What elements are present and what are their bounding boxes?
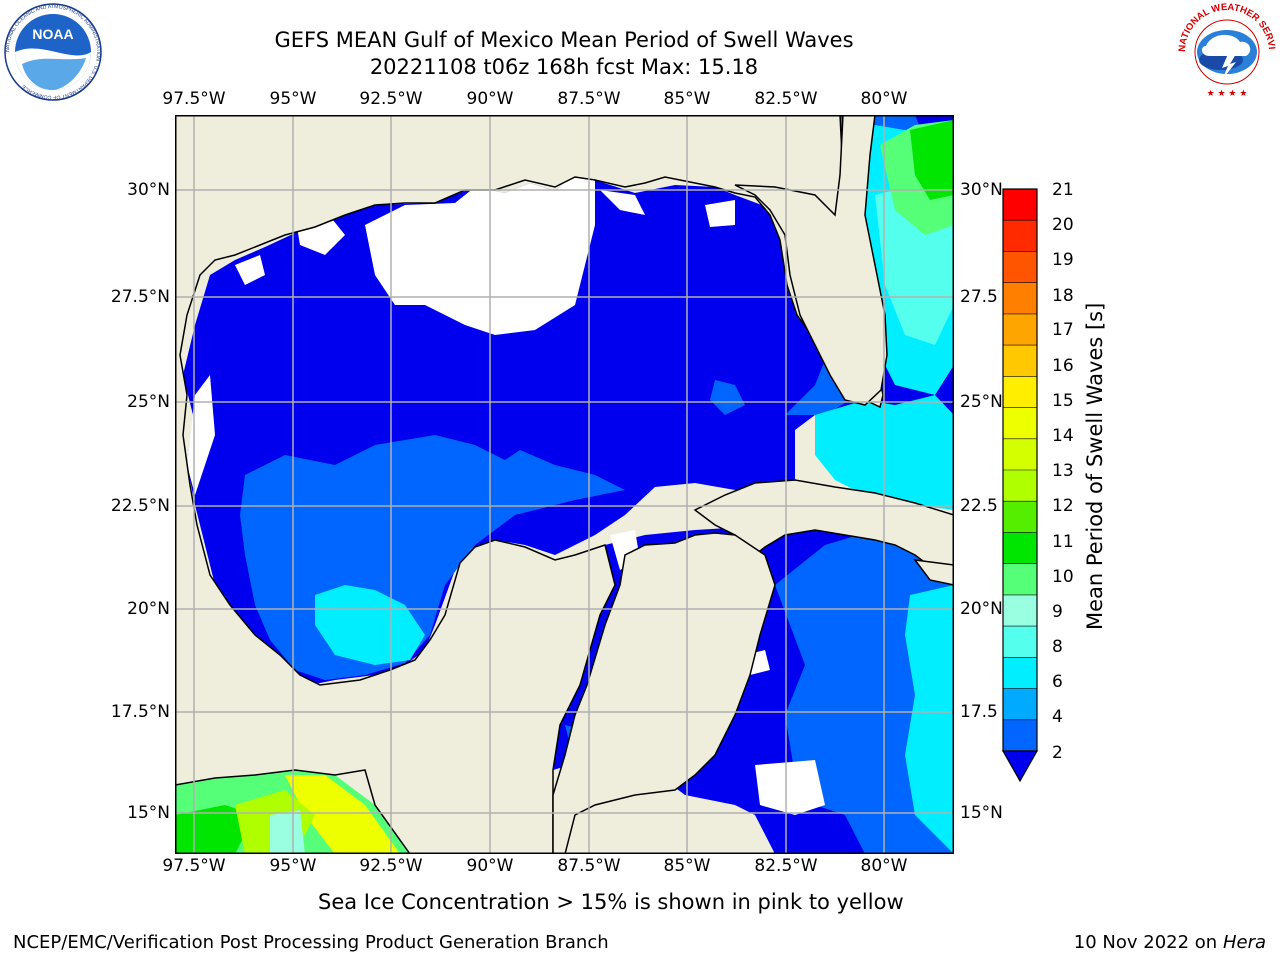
colorbar-band [1003, 313, 1037, 346]
sea-ice-note: Sea Ice Concentration > 15% is shown in … [318, 890, 904, 914]
colorbar-band [1003, 189, 1037, 221]
colorbar-tick: 21 [1052, 180, 1074, 200]
colorbar-tick: 18 [1052, 286, 1074, 306]
map-title: GEFS MEAN Gulf of Mexico Mean Period of … [274, 28, 854, 52]
colorbar-tick: 10 [1052, 567, 1074, 587]
lon-label-top: 85°W [663, 89, 711, 109]
colorbar-band [1003, 470, 1037, 502]
colorbar-band [1003, 376, 1037, 409]
lat-label-left: 22.5°N [110, 496, 170, 516]
lat-label-right: 27.5 [960, 287, 998, 307]
colorbar-band [1003, 220, 1037, 252]
lon-label-bottom: 87.5°W [557, 856, 621, 876]
svg-text:★ ★ ★ ★: ★ ★ ★ ★ [1207, 89, 1248, 99]
pacific-green [175, 805, 255, 854]
nws-logo: NATIONAL WEATHER SERVICE ★ ★ ★ ★ [1176, 2, 1277, 100]
lat-label-left: 27.5°N [110, 287, 170, 307]
colorbar-band [1003, 657, 1037, 690]
lon-label-bottom: 85°W [663, 856, 711, 876]
colorbar-band [1003, 688, 1037, 721]
lon-label-top: 92.5°W [359, 89, 423, 109]
colorbar-tick: 20 [1052, 215, 1074, 235]
no-data-patch [755, 760, 825, 815]
no-data-patch [600, 190, 645, 215]
lat-label-right: 22.5 [960, 496, 998, 516]
lat-label-left: 25°N [127, 392, 170, 412]
colorbar-bands [1003, 189, 1037, 752]
lat-label-left: 20°N [127, 599, 170, 619]
swell-10-11 [910, 120, 954, 200]
lon-label-bottom: 95°W [269, 856, 317, 876]
colorbar-band [1003, 282, 1037, 315]
map-subtitle: 20221108 t06z 168h fcst Max: 15.18 [369, 55, 759, 79]
date-text: 10 Nov 2022 on [1073, 932, 1218, 953]
florida-land [734, 115, 888, 406]
credit-text: NCEP/EMC/Verification Post Processing Pr… [13, 932, 609, 953]
lon-label-bottom: 97.5°W [162, 856, 226, 876]
lon-label-bottom: 80°W [860, 856, 908, 876]
lon-label-bottom: 82.5°W [754, 856, 818, 876]
lon-label-bottom: 92.5°W [359, 856, 423, 876]
colorbar-band [1003, 594, 1037, 627]
colorbar-tick: 13 [1052, 461, 1074, 481]
colorbar-tick: 15 [1052, 391, 1074, 411]
colorbar-band [1003, 407, 1037, 440]
date-stamp: 10 Nov 2022 on Hera [1074, 932, 1266, 953]
colorbar-tick: 14 [1052, 426, 1074, 446]
lat-label-left: 15°N [127, 803, 170, 823]
colorbar-band [1003, 719, 1037, 752]
graticule [175, 115, 954, 854]
lon-label-top: 97.5°W [162, 89, 226, 109]
colorbar-tick: 9 [1052, 602, 1063, 622]
colorbar-tick: 4 [1052, 707, 1063, 727]
colorbar-band [1003, 251, 1037, 284]
lat-label-right: 15°N [960, 803, 1003, 823]
lon-label-top: 95°W [269, 89, 317, 109]
lat-label-right: 25°N [960, 392, 1003, 412]
machine-name: Hera [1222, 932, 1266, 953]
swell-4-6 [315, 585, 425, 665]
lon-label-top: 90°W [466, 89, 514, 109]
colorbar-band [1003, 501, 1037, 533]
noaa-logo-text: NOAA [32, 26, 73, 42]
no-data-patch [235, 255, 265, 285]
noaa-logo: NOAA NATIONAL OCEANIC AND ATMOSPHERIC AD… [4, 3, 102, 101]
colorbar-band [1003, 438, 1037, 471]
lat-label-left: 30°N [127, 180, 170, 200]
map-frame [175, 115, 954, 854]
colorbar-tick: 6 [1052, 672, 1063, 692]
swell-4-6-b [905, 585, 954, 854]
colorbar-band [1003, 563, 1037, 596]
colorbar-band [1003, 626, 1037, 658]
lat-label-left: 17.5°N [110, 702, 170, 722]
lon-label-top: 87.5°W [557, 89, 621, 109]
lat-label-right: 20°N [960, 599, 1003, 619]
no-data-patch [705, 200, 735, 227]
colorbar-under-triangle [1002, 750, 1038, 783]
colorbar-tick: 17 [1052, 320, 1074, 340]
pacific-yellow [285, 775, 400, 854]
colorbar-tick: 2 [1052, 743, 1063, 763]
lat-label-right: 17.5 [960, 702, 998, 722]
colorbar-tick: 8 [1052, 637, 1063, 657]
no-data-patch [365, 177, 595, 335]
colorbar-tick: 16 [1052, 356, 1074, 376]
lon-label-top: 80°W [860, 89, 908, 109]
lat-label-right: 30°N [960, 180, 1003, 200]
swell-2-4-e [710, 380, 745, 415]
map-plot [175, 115, 954, 854]
colorbar-tick: 19 [1052, 250, 1074, 270]
colorbar-tick: 12 [1052, 496, 1074, 516]
colorbar-band [1003, 345, 1037, 377]
colorbar-tick: 11 [1052, 532, 1074, 552]
colorbar [1002, 188, 1038, 783]
colorbar-label: Mean Period of Swell Waves [s] [1083, 302, 1107, 630]
colorbar-band [1003, 532, 1037, 565]
lon-label-top: 82.5°W [754, 89, 818, 109]
hispaniola-land [913, 559, 954, 586]
yucatan-land [552, 532, 776, 854]
lon-label-bottom: 90°W [466, 856, 514, 876]
pacific-light [270, 810, 305, 854]
